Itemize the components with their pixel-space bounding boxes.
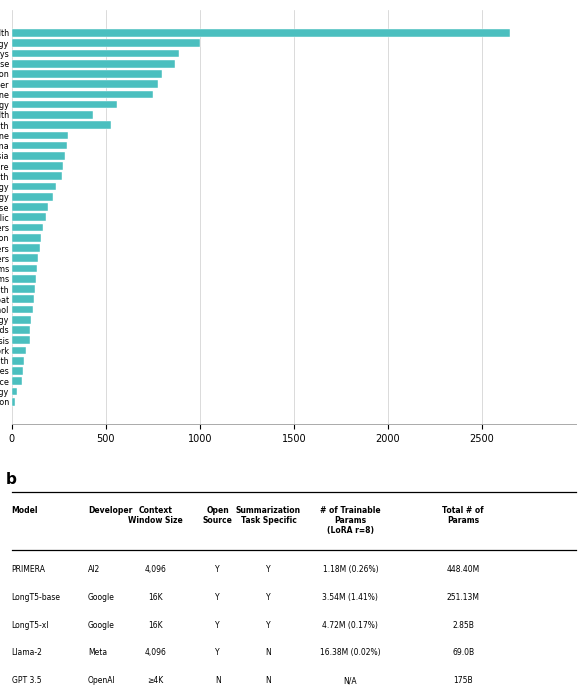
Text: 16K: 16K <box>148 621 163 630</box>
Bar <box>12 224 42 232</box>
Text: Google: Google <box>88 593 115 602</box>
Bar <box>12 398 15 406</box>
Text: ≥4K: ≥4K <box>147 676 164 685</box>
Text: Y: Y <box>215 621 220 630</box>
Bar <box>12 254 38 262</box>
Text: b: b <box>6 472 17 487</box>
Bar <box>12 193 53 201</box>
Text: 16K: 16K <box>148 593 163 602</box>
Text: 2.85B: 2.85B <box>452 621 474 630</box>
Text: Google: Google <box>88 621 115 630</box>
Text: Y: Y <box>215 593 220 602</box>
Bar <box>12 80 158 88</box>
Text: AI2: AI2 <box>88 565 100 574</box>
Text: 175B: 175B <box>453 676 473 685</box>
Bar <box>12 70 162 78</box>
Bar <box>12 306 33 313</box>
Bar <box>12 60 175 68</box>
Text: 1.18M (0.26%): 1.18M (0.26%) <box>322 565 378 574</box>
Text: LongT5-base: LongT5-base <box>12 593 61 602</box>
Text: 3.54M (1.41%): 3.54M (1.41%) <box>322 593 378 602</box>
Bar <box>12 173 62 180</box>
Bar <box>12 234 41 242</box>
Text: Y: Y <box>215 649 220 658</box>
Text: Meta: Meta <box>88 649 107 658</box>
Text: N: N <box>215 676 221 685</box>
Bar <box>12 183 56 190</box>
Text: Summarization
Task Specific: Summarization Task Specific <box>236 506 301 525</box>
Text: Open
Source: Open Source <box>203 506 233 525</box>
Bar <box>12 357 24 364</box>
Text: GPT 3.5: GPT 3.5 <box>12 676 41 685</box>
Bar <box>12 285 35 293</box>
Text: 4,096: 4,096 <box>145 649 166 658</box>
Text: 16.38M (0.02%): 16.38M (0.02%) <box>320 649 381 658</box>
Text: Y: Y <box>266 565 271 574</box>
Text: N: N <box>265 676 271 685</box>
Text: 448.40M: 448.40M <box>446 565 480 574</box>
Bar <box>12 388 17 395</box>
Bar <box>12 29 510 37</box>
Bar <box>12 367 23 375</box>
Bar <box>12 39 200 47</box>
Bar <box>12 203 48 211</box>
Bar <box>12 121 111 129</box>
Text: N: N <box>265 649 271 658</box>
Bar <box>12 152 65 160</box>
Text: Y: Y <box>215 565 220 574</box>
Bar <box>12 49 179 58</box>
Text: Llama-2: Llama-2 <box>12 649 42 658</box>
Bar <box>12 214 45 221</box>
Bar <box>12 347 26 354</box>
Text: 4,096: 4,096 <box>145 565 166 574</box>
Bar <box>12 101 117 108</box>
Text: PRIMERA: PRIMERA <box>12 565 45 574</box>
Text: 69.0B: 69.0B <box>452 649 474 658</box>
Text: Context
Window Size: Context Window Size <box>128 506 183 525</box>
Text: # of Trainable
Params
(LoRA r=8): # of Trainable Params (LoRA r=8) <box>320 506 381 536</box>
Bar <box>12 244 40 252</box>
Text: Total # of
Params: Total # of Params <box>442 506 484 525</box>
Text: LongT5-xl: LongT5-xl <box>12 621 49 630</box>
Bar <box>12 111 93 119</box>
Bar <box>12 132 68 139</box>
Text: Y: Y <box>266 621 271 630</box>
Bar <box>12 142 67 149</box>
Bar <box>12 162 63 170</box>
Text: Developer: Developer <box>88 506 132 514</box>
Bar <box>12 264 37 273</box>
Text: N/A: N/A <box>343 676 357 685</box>
Bar <box>12 326 30 334</box>
Bar <box>12 90 152 98</box>
Bar <box>12 295 34 303</box>
Text: 4.72M (0.17%): 4.72M (0.17%) <box>322 621 378 630</box>
Bar <box>12 336 30 344</box>
Text: OpenAI: OpenAI <box>88 676 116 685</box>
Bar <box>12 377 22 385</box>
Bar <box>12 316 31 323</box>
Bar <box>12 275 36 283</box>
Text: 251.13M: 251.13M <box>447 593 480 602</box>
Text: Model: Model <box>12 506 38 514</box>
Text: Y: Y <box>266 593 271 602</box>
